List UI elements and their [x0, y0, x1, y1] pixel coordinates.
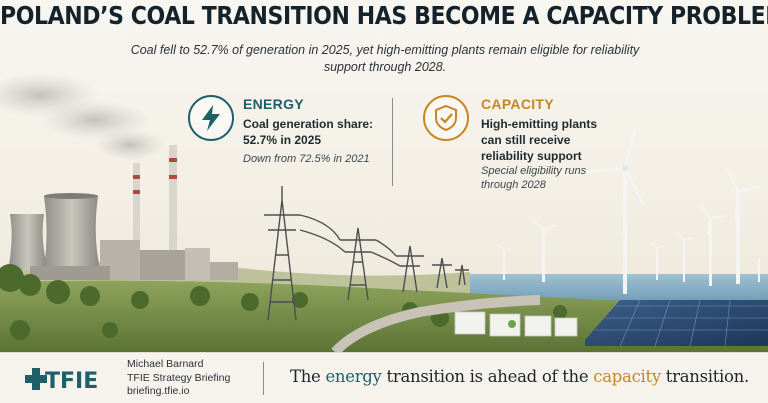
footer: TFIE Michael Barnard TFIE Strategy Brief… [0, 352, 768, 403]
tagline-part2: transition is ahead of the [381, 367, 594, 386]
cooling-towers [8, 193, 102, 278]
capacity-note: Special eligibility runs through 2028 [481, 165, 587, 191]
energy-title: ENERGY [243, 96, 304, 112]
road [331, 295, 541, 352]
tagline: The energy transition is ahead of the ca… [290, 367, 749, 386]
smoke-plume [0, 73, 165, 161]
energy-text: Coal generation share: 52.7% in 2025 [243, 117, 374, 147]
logo-text: TFIE [45, 369, 98, 394]
headline: POLAND’S COAL TRANSITION HAS BECOME A CA… [0, 2, 768, 31]
lightning-bolt-icon [188, 95, 234, 141]
author-org: TFIE Strategy Briefing [127, 371, 231, 384]
transmission-towers [264, 186, 469, 321]
power-plant-buildings [30, 240, 238, 280]
section-divider [392, 98, 393, 186]
footer-divider [263, 362, 264, 395]
author-name: Michael Barnard [127, 358, 204, 370]
tagline-part3: transition. [660, 367, 749, 386]
energy-note: Down from 72.5% in 2021 [243, 153, 370, 165]
background-scene [0, 0, 768, 352]
solar-panels [585, 299, 768, 347]
battery-containers [454, 311, 578, 337]
subheadline: Coal fell to 52.7% of generation in 2025… [130, 43, 640, 74]
tagline-energy: energy [325, 367, 382, 386]
author-url[interactable]: briefing.tfie.io [127, 385, 190, 397]
author-block: Michael Barnard TFIE Strategy Briefing b… [127, 358, 230, 399]
trees [0, 264, 567, 340]
tfie-logo: TFIE [25, 368, 98, 394]
capacity-title: CAPACITY [481, 96, 554, 112]
shield-check-icon [423, 95, 469, 141]
tagline-capacity: capacity [593, 367, 661, 386]
capacity-text: High-emitting plants can still receive r… [481, 117, 597, 163]
tagline-part1: The [290, 367, 326, 386]
smokestacks [133, 145, 177, 273]
wind-turbines [496, 125, 761, 294]
